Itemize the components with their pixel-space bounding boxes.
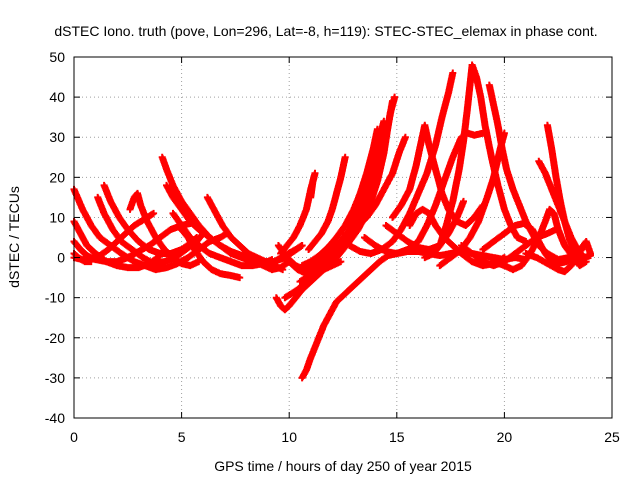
series-marks xyxy=(100,181,201,257)
data-marks xyxy=(70,61,594,382)
y-tick-label: 30 xyxy=(49,129,65,145)
y-tick-label: -20 xyxy=(45,330,65,346)
y-tick-label: 50 xyxy=(49,49,65,65)
x-tick-label: 10 xyxy=(281,429,297,445)
y-tick-label: -30 xyxy=(45,370,65,386)
chart-title: dSTEC Iono. truth (pove, Lon=296, Lat=-8… xyxy=(54,23,597,39)
series-marks xyxy=(277,169,319,257)
series-track xyxy=(346,69,457,257)
plot-frame xyxy=(73,56,613,419)
series-marks xyxy=(346,69,457,257)
x-tick-label: 15 xyxy=(389,429,405,445)
x-tick-label: 20 xyxy=(497,429,513,445)
series-track xyxy=(100,181,201,257)
y-tick-labels: -40 -30 -20 -10 0 10 20 30 40 50 xyxy=(45,49,65,426)
x-tick-label: 5 xyxy=(178,429,186,445)
series-track xyxy=(543,121,586,266)
series-track xyxy=(274,133,409,274)
series-track xyxy=(522,238,594,276)
series-track xyxy=(490,205,590,274)
x-tick-label: 25 xyxy=(604,429,620,445)
y-tick-label: 40 xyxy=(49,89,65,105)
series-marks xyxy=(274,133,409,274)
axis-ticks xyxy=(73,56,613,419)
y-tick-label: 20 xyxy=(49,169,65,185)
y-axis-label: dSTEC / TECUs xyxy=(6,186,22,288)
series-marks xyxy=(126,189,203,270)
y-tick-label: 10 xyxy=(49,209,65,225)
x-tick-labels: 0 5 10 15 20 25 xyxy=(70,429,620,445)
series-track xyxy=(305,153,349,253)
x-tick-label: 0 xyxy=(70,429,78,445)
series-track xyxy=(173,222,244,282)
y-tick-label: -10 xyxy=(45,290,65,306)
series-track xyxy=(277,169,319,257)
series-marks xyxy=(522,238,594,276)
series-track xyxy=(126,189,203,270)
series-marks xyxy=(543,121,586,266)
series-marks xyxy=(490,205,590,274)
y-tick-label: 0 xyxy=(57,250,65,266)
x-axis-label: GPS time / hours of day 250 of year 2015 xyxy=(214,458,472,474)
series-marks xyxy=(305,153,349,253)
series-marks xyxy=(173,222,244,282)
y-tick-label: -40 xyxy=(45,410,65,426)
